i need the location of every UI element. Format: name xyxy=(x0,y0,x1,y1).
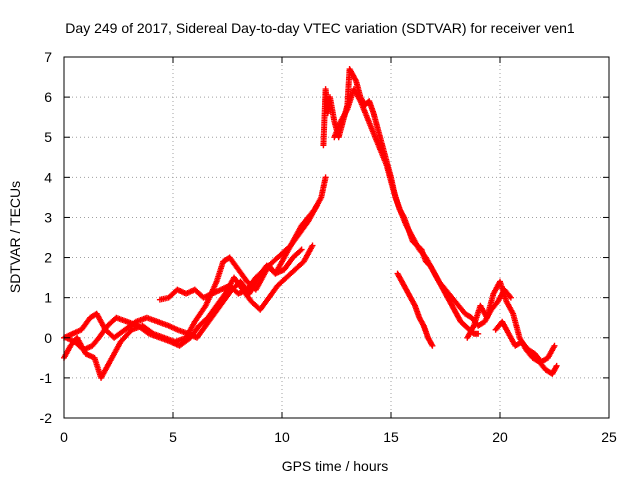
y-tick-label: 4 xyxy=(44,169,52,185)
data-point-trace-c xyxy=(297,247,304,254)
grid-lines xyxy=(64,57,609,418)
data-point-trace-c xyxy=(298,246,305,253)
y-tick-label: 3 xyxy=(44,209,52,225)
y-tick-label: 0 xyxy=(44,330,52,346)
y-tick-label: 6 xyxy=(44,89,52,105)
x-tick-label: 20 xyxy=(492,429,508,445)
y-axis-ticks: -2 -1 0 1 2 3 4 5 6 7 xyxy=(40,49,609,426)
y-tick-label: -2 xyxy=(40,410,53,426)
y-tick-label: -1 xyxy=(40,370,53,386)
y-tick-label: 1 xyxy=(44,290,52,306)
data-points xyxy=(61,66,560,381)
y-tick-label: 7 xyxy=(44,49,52,65)
x-tick-label: 25 xyxy=(601,429,617,445)
chart-title: Day 249 of 2017, Sidereal Day-to-day VTE… xyxy=(65,20,575,36)
data-point-trace-e xyxy=(475,330,482,337)
y-axis-label: SDTVAR / TECUs xyxy=(7,181,23,293)
data-point-trace-h xyxy=(553,362,560,369)
data-point-trace-i xyxy=(551,342,558,349)
x-tick-label: 0 xyxy=(60,429,68,445)
x-tick-label: 15 xyxy=(383,429,399,445)
plot-frame xyxy=(63,56,610,419)
data-point-trace-g xyxy=(429,342,436,349)
data-point-trace-b xyxy=(309,242,316,249)
y-tick-label: 5 xyxy=(44,129,52,145)
data-point-trace-f xyxy=(507,294,514,301)
data-point-trace-a xyxy=(322,174,329,181)
x-axis-ticks: 0 5 10 15 20 25 xyxy=(60,57,617,445)
x-axis-label: GPS time / hours xyxy=(282,458,389,474)
x-tick-label: 10 xyxy=(274,429,290,445)
data-point-trace-d xyxy=(313,202,320,209)
y-tick-label: 2 xyxy=(44,250,52,266)
x-tick-label: 5 xyxy=(169,429,177,445)
